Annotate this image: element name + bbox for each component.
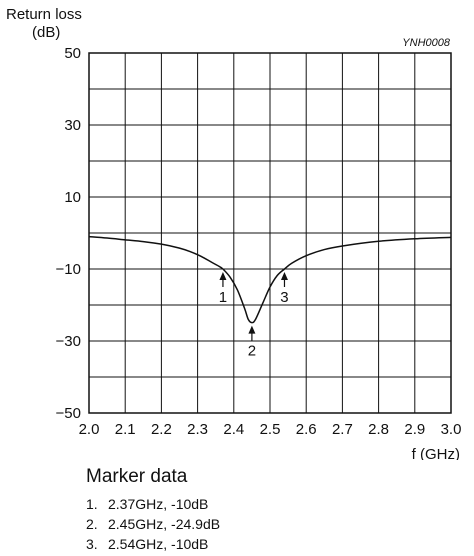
- marker-item-text: 2.54GHz, -10dB: [108, 536, 209, 552]
- return-loss-curve: [88, 235, 452, 324]
- y-tick-label: −10: [56, 261, 81, 278]
- marker-data-section: Marker data 1. 2.37GHz, -10dB 2. 2.45GHz…: [86, 466, 220, 554]
- marker-item-text: 2.45GHz, -24.9dB: [108, 516, 221, 532]
- x-tick-label: 2.6: [296, 421, 317, 438]
- marker-item-number: 2.: [86, 516, 98, 532]
- y-tick-label: 30: [64, 117, 81, 134]
- x-tick-label: 2.8: [368, 421, 389, 438]
- marker-label: 1: [219, 289, 227, 306]
- x-tick-label: 2.9: [404, 421, 425, 438]
- return-loss-chart: Return loss (dB) YNH0008 f (GHz) 2.0 2.1 2…: [6, 6, 462, 460]
- y-tick-label: 10: [64, 189, 81, 206]
- marker-data-item: 3. 2.54GHz, -10dB: [86, 534, 220, 554]
- marker-data-title: Marker data: [86, 466, 188, 487]
- x-tick-label: 2.7: [332, 421, 353, 438]
- x-tick-label: 2.0: [79, 421, 100, 438]
- y-tick-label: −30: [56, 333, 81, 350]
- marker-label: 3: [280, 289, 288, 306]
- marker-item-text: 2.37GHz, -10dB: [108, 496, 209, 512]
- x-tick-label: 2.1: [115, 421, 136, 438]
- plot-frame: [88, 52, 452, 414]
- y-tick-label: −50: [56, 405, 81, 422]
- x-tick-label: 3.0: [441, 421, 462, 438]
- x-tick-label: 2.2: [151, 421, 172, 438]
- marker-data-item: 2. 2.45GHz, -24.9dB: [86, 514, 220, 534]
- y-axis-label-line2: (dB): [32, 24, 60, 41]
- x-tick-label: 2.4: [223, 421, 244, 438]
- marker-arrow-head: [248, 325, 256, 334]
- marker-item-number: 1.: [86, 496, 98, 512]
- marker-label: 2: [248, 343, 256, 360]
- marker-arrow-head: [280, 272, 288, 280]
- y-axis-label-line1: Return loss: [6, 6, 82, 23]
- marker-item-number: 3.: [86, 536, 98, 552]
- x-axis-label: f (GHz): [412, 446, 460, 460]
- y-tick-label: 50: [64, 45, 81, 62]
- x-tick-label: 2.3: [187, 421, 208, 438]
- figure-code: YNH0008: [402, 37, 451, 49]
- marker-data-list: 1. 2.37GHz, -10dB 2. 2.45GHz, -24.9dB 3.…: [86, 494, 220, 554]
- marker-data-item: 1. 2.37GHz, -10dB: [86, 494, 220, 514]
- marker-arrow-head: [219, 272, 227, 280]
- x-tick-label: 2.5: [260, 421, 281, 438]
